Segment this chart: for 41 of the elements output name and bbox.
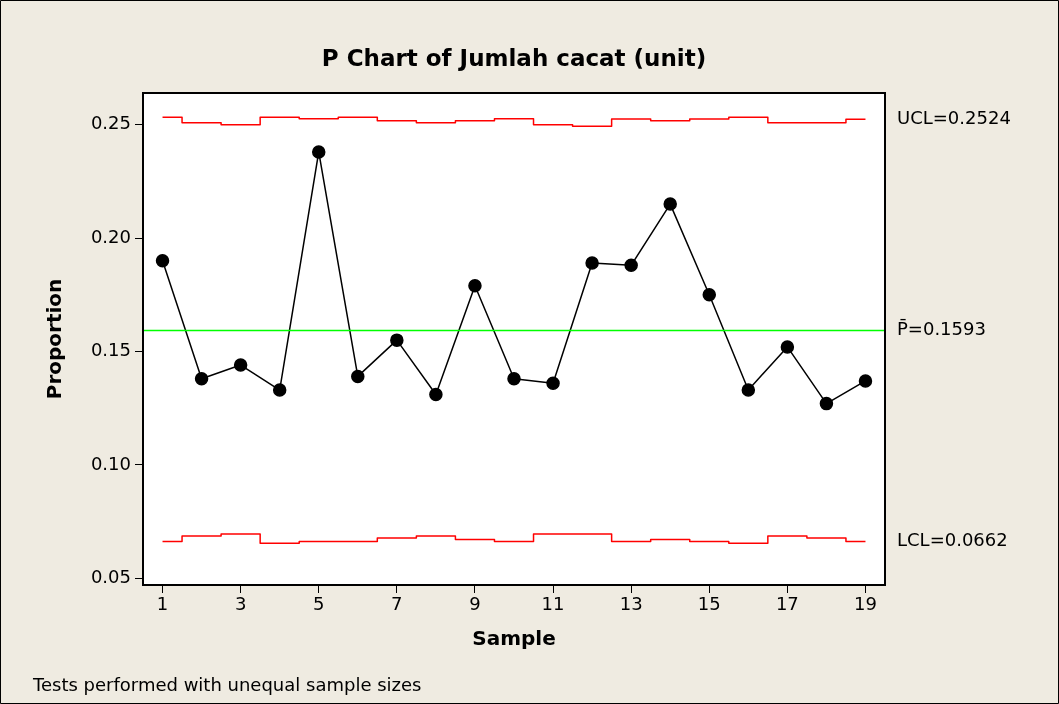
x-axis-title: Sample <box>472 626 556 651</box>
point <box>624 258 638 273</box>
x-tick-label: 3 <box>234 593 247 615</box>
x-tick-label: 11 <box>541 593 565 615</box>
x-tick-label: 17 <box>775 593 799 615</box>
point <box>351 369 365 384</box>
point <box>663 197 677 211</box>
series-label: LCL=0.0662 <box>897 529 1008 551</box>
point <box>429 387 443 402</box>
y-axis-title: Proportion <box>42 278 67 400</box>
point <box>507 371 521 386</box>
point <box>390 333 404 347</box>
point <box>780 340 795 354</box>
point <box>272 383 287 397</box>
y-tick-label: 0.10 <box>90 452 131 474</box>
point <box>702 288 717 302</box>
y-tick-label: 0.20 <box>90 225 131 247</box>
x-tick-label: 19 <box>854 593 877 615</box>
x-tick-label: 15 <box>697 593 721 615</box>
chart-title: P Chart of Jumlah cacat (unit) <box>321 44 707 71</box>
point <box>741 383 756 397</box>
point <box>155 254 170 268</box>
x-tick-label: 5 <box>313 593 325 615</box>
point <box>819 396 834 411</box>
point <box>311 145 326 159</box>
x-tick-label: 13 <box>619 593 643 615</box>
text: Tests performed with unequal sample sizes <box>32 673 422 695</box>
x-tick-label: 1 <box>156 593 169 615</box>
point <box>233 358 248 372</box>
y-tick-label: 0.25 <box>90 112 131 134</box>
point <box>194 371 209 386</box>
x-tick-label: 7 <box>391 593 403 615</box>
y-tick-label: 0.05 <box>90 565 131 587</box>
ref-line-label: P̄=0.1593 <box>897 317 986 340</box>
series-label: UCL=0.2524 <box>897 106 1011 128</box>
point <box>585 256 599 270</box>
y-tick-label: 0.15 <box>90 339 131 361</box>
point <box>468 278 482 293</box>
point <box>858 374 873 388</box>
x-tick-label: 9 <box>469 593 481 615</box>
point <box>546 376 560 390</box>
